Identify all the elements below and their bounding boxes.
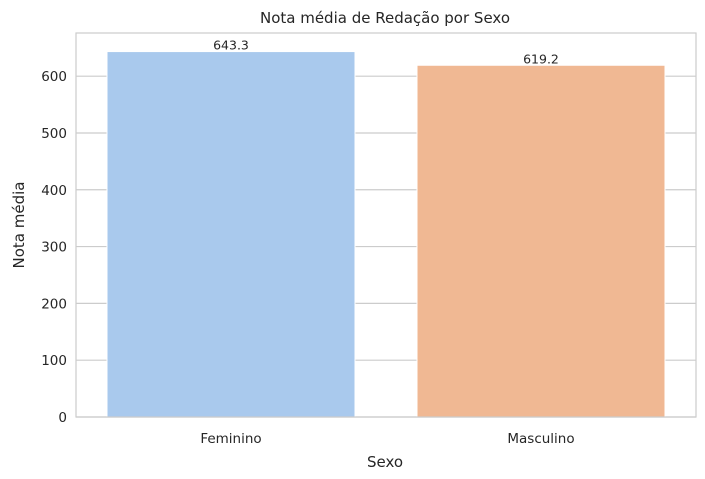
y-tick-label: 400 [41, 183, 67, 199]
bar-value-label: 619.2 [523, 51, 559, 66]
y-tick-label: 500 [41, 126, 67, 142]
plot-frame [75, 32, 697, 418]
chart-title: Nota média de Redação por Sexo [260, 9, 510, 27]
bars [106, 51, 666, 418]
bar-feminino [106, 51, 356, 418]
y-tick-label: 100 [41, 353, 67, 369]
x-tick-label: Feminino [200, 431, 261, 447]
y-tick-label: 0 [58, 410, 67, 426]
bar-masculino [416, 64, 666, 418]
x-tick-labels: Feminino Masculino [200, 431, 574, 447]
bar-value-label: 643.3 [213, 38, 249, 53]
x-tick-label: Masculino [507, 431, 574, 447]
y-tick-label: 600 [41, 69, 67, 85]
bar-value-labels: 643.3 619.2 [213, 38, 559, 67]
y-tick-label: 300 [41, 240, 67, 256]
y-axis-label: Nota média [10, 182, 28, 269]
y-tick-label: 200 [41, 296, 67, 312]
y-tick-labels: 0 100 200 300 400 500 600 [41, 69, 67, 426]
x-axis-label: Sexo [367, 453, 403, 471]
